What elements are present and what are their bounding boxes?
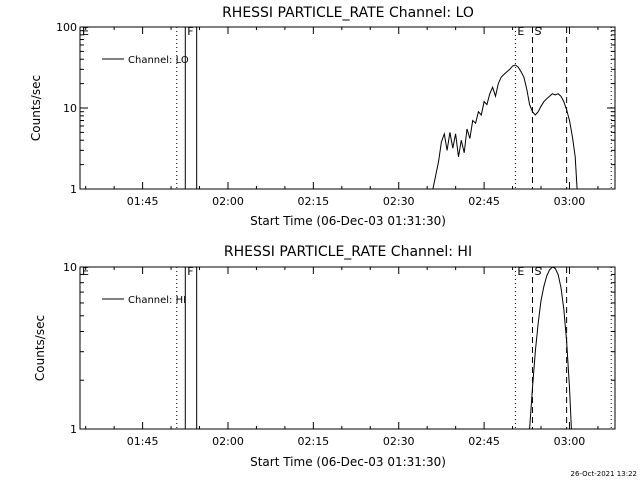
y-tick-label: 10 bbox=[63, 261, 77, 274]
legend: Channel: LO bbox=[102, 55, 189, 66]
y-tick-label: 100 bbox=[56, 21, 77, 34]
chart-title: RHESSI PARTICLE_RATE Channel: LO bbox=[222, 5, 474, 21]
timestamp: 26-Oct-2021 13:22 bbox=[571, 470, 637, 478]
x-tick-label: 02:30 bbox=[383, 435, 415, 448]
legend: Channel: HI bbox=[102, 295, 186, 306]
series-line bbox=[529, 266, 572, 430]
x-tick-label: 01:45 bbox=[127, 435, 159, 448]
x-tick-label: 02:45 bbox=[468, 435, 500, 448]
series-line bbox=[432, 64, 578, 190]
flag-label: E bbox=[82, 265, 89, 278]
y-axis-label: Counts/sec bbox=[29, 75, 43, 141]
x-tick-label: 02:00 bbox=[212, 435, 244, 448]
panel-channel-lo: RHESSI PARTICLE_RATE Channel: LO 01:45 02… bbox=[29, 5, 616, 228]
x-tick-label: 03:00 bbox=[554, 195, 586, 208]
y-axis-label: Counts/sec bbox=[33, 315, 47, 381]
x-tick-label: 03:00 bbox=[554, 435, 586, 448]
y-tick-label: 1 bbox=[70, 423, 77, 436]
legend-entry: Channel: LO bbox=[128, 55, 189, 66]
flag-label: F bbox=[187, 265, 193, 278]
x-tick-label: 02:15 bbox=[297, 435, 329, 448]
x-tick-label: 02:15 bbox=[297, 195, 329, 208]
y-tick-label: 1 bbox=[70, 183, 77, 196]
legend-entry: Channel: HI bbox=[128, 295, 186, 306]
x-tick-label: 02:45 bbox=[468, 195, 500, 208]
flag-label: E bbox=[517, 265, 524, 278]
flag-label: E bbox=[517, 25, 524, 38]
plot-frame bbox=[79, 26, 616, 190]
y-tick-label: 10 bbox=[63, 102, 77, 115]
plot-frame bbox=[79, 266, 616, 430]
flag-label: E bbox=[82, 25, 89, 38]
x-tick-label: 02:00 bbox=[212, 195, 244, 208]
x-tick-label: 02:30 bbox=[383, 195, 415, 208]
x-tick-label: 01:45 bbox=[127, 195, 159, 208]
chart-title: RHESSI PARTICLE_RATE Channel: HI bbox=[224, 244, 472, 260]
flag-label: S bbox=[534, 25, 541, 38]
panel-channel-hi: RHESSI PARTICLE_RATE Channel: HI 01:45 02… bbox=[33, 244, 616, 469]
x-axis-label: Start Time (06-Dec-03 01:31:30) bbox=[250, 455, 446, 469]
flag-label: S bbox=[534, 265, 541, 278]
x-axis-label: Start Time (06-Dec-03 01:31:30) bbox=[250, 214, 446, 228]
flag-label: F bbox=[187, 25, 193, 38]
